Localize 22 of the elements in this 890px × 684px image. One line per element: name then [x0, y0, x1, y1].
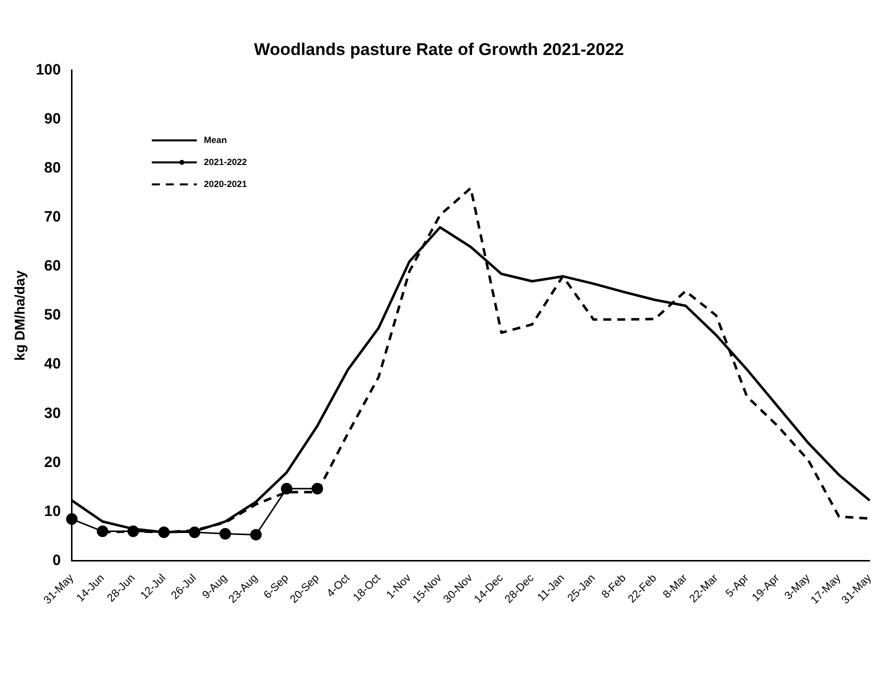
- point: [96, 526, 108, 538]
- y-tick-label: 100: [36, 62, 61, 79]
- point: [312, 482, 324, 494]
- y-tick-label: 10: [44, 502, 61, 520]
- y-tick-label: 70: [44, 208, 61, 226]
- chart-title: Woodlands pasture Rate of Growth 2021-2022: [254, 40, 624, 59]
- legend-label: Mean: [204, 134, 227, 145]
- point: [220, 528, 232, 540]
- point: [250, 528, 262, 540]
- y-tick-label: 80: [44, 160, 61, 177]
- legend-label: 2021-2022: [204, 156, 247, 167]
- legend-label: 2020-2021: [204, 178, 247, 189]
- y-tick-label: 50: [44, 306, 61, 324]
- y-tick-label: 40: [44, 356, 61, 373]
- y-axis-title: kg DM/ha/day: [11, 270, 28, 361]
- y-tick-label: 90: [44, 110, 61, 128]
- point: [280, 482, 292, 494]
- y-tick-label: 60: [44, 258, 61, 275]
- y-tick-label: 0: [52, 552, 61, 569]
- y-tick-label: 30: [44, 404, 61, 422]
- y-tick-label: 20: [44, 454, 61, 471]
- point: [66, 513, 78, 525]
